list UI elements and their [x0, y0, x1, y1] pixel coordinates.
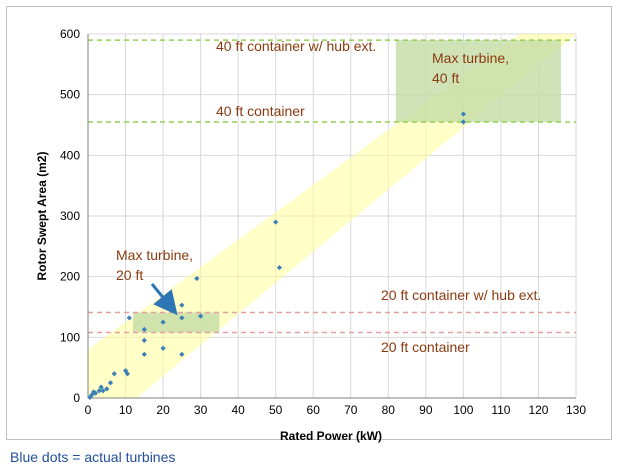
data-point-0-26 — [460, 119, 466, 125]
annotation-max-turbine-40ft-line1: Max turbine, — [432, 50, 509, 66]
trend-envelope — [88, 34, 576, 398]
x-axis-title: Rated Power (kW) — [280, 429, 382, 443]
data-point-0-17 — [160, 345, 166, 351]
annotation-max-turbine-20ft-line2: 20 ft — [116, 267, 143, 283]
axes: 0 10 20 30 40 50 60 70 80 90 100 110 120 130 0 100 200 30… — [60, 27, 586, 417]
data-point-0-19 — [179, 315, 185, 321]
x-tick-label-12: 120 — [528, 403, 548, 417]
y-tick-label-1: 100 — [60, 330, 80, 344]
scatter-chart: 0 10 20 30 40 50 60 70 80 90 100 110 120 130 0 100 200 30… — [35, 27, 586, 443]
x-tick-label-9: 90 — [419, 403, 433, 417]
data-point-0-23 — [273, 219, 279, 225]
data-point-0-25 — [460, 111, 466, 117]
data-point-0-4 — [96, 388, 102, 394]
data-point-0-11 — [124, 371, 131, 377]
x-tick-label-4: 40 — [231, 403, 245, 417]
trend-envelope-band — [88, 34, 576, 398]
data-point-0-21 — [194, 275, 200, 282]
reference-label-20ft: 20 ft container — [381, 339, 470, 355]
x-tick-label-8: 80 — [382, 403, 396, 417]
data-point-0-0 — [87, 394, 93, 400]
data-point-0-18 — [179, 302, 185, 308]
caption: Blue dots = actual turbines — [10, 449, 176, 465]
y-tick-label-3: 300 — [60, 209, 80, 223]
data-point-0-6 — [100, 388, 106, 394]
data-point-0-2 — [91, 389, 97, 395]
annotation-max-turbine-20ft-line1: Max turbine, — [116, 247, 193, 263]
data-point-0-7 — [104, 386, 110, 392]
y-axis-title: Rotor Swept Area (m2) — [35, 152, 49, 281]
y-tick-label-6: 600 — [60, 27, 80, 41]
data-point-0-24 — [276, 264, 283, 271]
data-point-0-20 — [179, 351, 185, 357]
y-tick-label-5: 500 — [60, 88, 80, 102]
y-tick-label-0: 0 — [73, 391, 80, 405]
data-point-0-12 — [126, 315, 132, 321]
annotation-arrow — [150, 283, 178, 316]
y-tick-label-4: 400 — [60, 148, 80, 162]
x-tick-label-7: 70 — [344, 403, 358, 417]
y-tick-label-2: 200 — [60, 270, 80, 284]
x-tick-label-11: 110 — [491, 403, 510, 417]
data-point-0-3 — [92, 390, 99, 396]
data-points — [87, 111, 466, 400]
x-tick-label-6: 60 — [307, 403, 321, 417]
x-tick-label-10: 100 — [453, 403, 473, 417]
data-point-0-15 — [141, 351, 147, 357]
data-point-0-8 — [107, 380, 114, 386]
highlight-boxes — [133, 40, 561, 333]
data-point-0-9 — [111, 371, 117, 377]
data-point-0-22 — [198, 313, 204, 319]
data-point-0-5 — [98, 384, 104, 390]
data-point-0-14 — [141, 337, 147, 343]
annotation-max-turbine-40ft-line2: 40 ft — [432, 70, 459, 86]
data-point-0-13 — [141, 326, 147, 333]
reference-label-40ft-hub: 40 ft container w/ hub ext. — [216, 38, 376, 54]
x-tick-label-13: 130 — [566, 403, 586, 417]
x-tick-label-3: 30 — [194, 403, 208, 417]
reference-label-40ft: 40 ft container — [216, 103, 305, 119]
x-tick-label-0: 0 — [85, 403, 92, 417]
x-tick-label-2: 20 — [156, 403, 170, 417]
reference-label-20ft-hub: 20 ft container w/ hub ext. — [381, 287, 541, 303]
x-tick-label-5: 50 — [269, 403, 283, 417]
highlight-box-1 — [133, 312, 220, 333]
highlight-box-0 — [395, 40, 561, 122]
x-tick-label-1: 10 — [119, 403, 133, 417]
data-point-0-16 — [160, 319, 166, 325]
